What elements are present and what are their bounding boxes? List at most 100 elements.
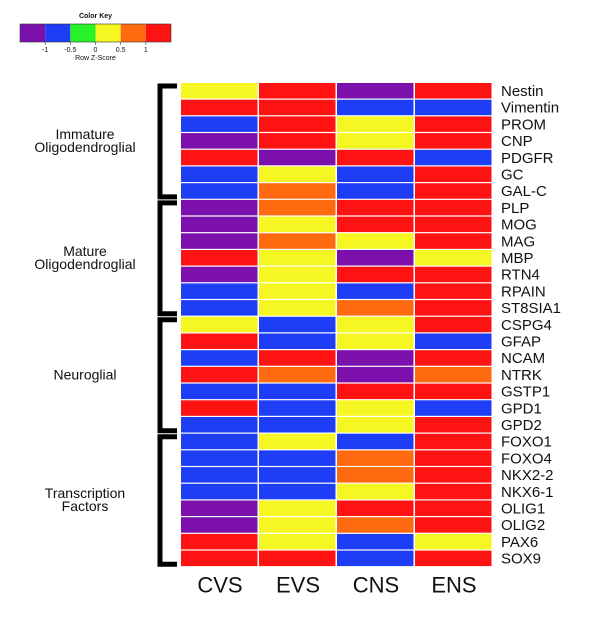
heatmap-cell-gfap-ens — [415, 333, 492, 349]
heatmap-cell-prom-evs — [259, 116, 336, 132]
heatmap-cell-nkx6-1-evs — [259, 483, 336, 500]
gene-label-pdgfr: PDGFR — [501, 150, 554, 167]
heatmap-cell-rtn4-ens — [415, 266, 492, 283]
heatmap-cell-gc-cns — [337, 166, 414, 182]
color-key-swatch-2 — [45, 24, 71, 42]
heatmap-cell-mag-ens — [415, 233, 492, 249]
color-key-tick-label-5: 1 — [144, 47, 148, 54]
heatmap-cell-pdgfr-ens — [415, 149, 492, 166]
heatmap-cell-foxo4-ens — [415, 450, 492, 466]
heatmap-cell-nestin-cvs — [181, 83, 258, 99]
gene-label-prom: PROM — [501, 116, 546, 133]
heatmap-cell-pax6-cvs — [181, 533, 258, 550]
heatmap-cell-st8sia1-cns — [337, 300, 414, 316]
heatmap-cell-ntrk-ens — [415, 366, 492, 383]
heatmap-cell-nestin-ens — [415, 83, 492, 99]
gene-label-nkx2-2: NKX2-2 — [501, 467, 554, 484]
sample-label-cns: CNS — [353, 572, 399, 597]
heatmap-cells — [181, 83, 492, 567]
gene-label-ncam: NCAM — [501, 350, 545, 367]
group-label-2-line-2: Oligodendroglial — [34, 256, 135, 272]
heatmap-cell-mbp-ens — [415, 250, 492, 266]
heatmap-cell-olig1-cns — [337, 500, 414, 516]
heatmap-cell-gpd1-evs — [259, 400, 336, 416]
heatmap-cell-ntrk-cns — [337, 366, 414, 383]
heatmap-cell-vimentin-cns — [337, 99, 414, 116]
group-label-1-line-2: Oligodendroglial — [34, 139, 135, 155]
heatmap-cell-mag-cvs — [181, 233, 258, 249]
gene-label-foxo4: FOXO4 — [501, 450, 552, 467]
heatmap-cell-gal-c-cns — [337, 183, 414, 199]
color-key-swatch-4 — [95, 24, 121, 42]
heatmap-cell-plp-ens — [415, 199, 492, 216]
color-key-tick-label-3: 0 — [94, 47, 98, 54]
heatmap-cell-ntrk-cvs — [181, 366, 258, 383]
gene-label-cnp: CNP — [501, 133, 533, 150]
heatmap-cell-gpd1-cvs — [181, 400, 258, 416]
group-label-1-line-1: Immature — [55, 126, 114, 142]
heatmap-cell-pax6-evs — [259, 533, 336, 550]
color-key-swatches — [19, 23, 172, 43]
heatmap-cell-vimentin-ens — [415, 99, 492, 116]
heatmap-cell-prom-ens — [415, 116, 492, 132]
heatmap-cell-nkx2-2-cvs — [181, 467, 258, 483]
heatmap-cell-nkx6-1-cvs — [181, 483, 258, 500]
heatmap-cell-gal-c-evs — [259, 183, 336, 199]
heatmap-cell-cnp-evs — [259, 133, 336, 149]
gene-label-nestin: Nestin — [501, 83, 544, 100]
gene-label-gpd2: GPD2 — [501, 417, 542, 434]
gene-label-gc: GC — [501, 167, 524, 184]
gene-label-mbp: MBP — [501, 250, 534, 267]
gene-label-rtn4: RTN4 — [501, 267, 540, 284]
heatmap-cell-pax6-ens — [415, 533, 492, 550]
color-key-swatch-5 — [120, 24, 146, 42]
heatmap-cell-olig1-ens — [415, 500, 492, 516]
heatmap-cell-rtn4-evs — [259, 266, 336, 283]
heatmap-cell-cnp-cvs — [181, 133, 258, 149]
gene-label-pax6: PAX6 — [501, 534, 538, 551]
heatmap-cell-nkx2-2-cns — [337, 467, 414, 483]
gene-labels: NestinVimentinPROMCNPPDGFRGCGAL-CPLPMOGM… — [501, 83, 561, 568]
heatmap-cell-prom-cns — [337, 116, 414, 132]
heatmap-cell-gstp1-cvs — [181, 383, 258, 400]
heatmap-cell-ncam-cvs — [181, 350, 258, 366]
heatmap-cell-rtn4-cvs — [181, 266, 258, 283]
heatmap-cell-mag-evs — [259, 233, 336, 249]
heatmap-cell-ncam-evs — [259, 350, 336, 366]
heatmap-cell-cnp-ens — [415, 133, 492, 149]
heatmap-cell-nkx6-1-ens — [415, 483, 492, 500]
gene-label-olig2: OLIG2 — [501, 517, 545, 534]
heatmap-cell-foxo4-cvs — [181, 450, 258, 466]
heatmap-cell-plp-evs — [259, 199, 336, 216]
heatmap-cell-gfap-evs — [259, 333, 336, 349]
heatmap-cell-gstp1-cns — [337, 383, 414, 400]
group-bracket-4 — [157, 434, 177, 567]
heatmap-cell-st8sia1-cvs — [181, 300, 258, 316]
heatmap-cell-pax6-cns — [337, 533, 414, 550]
heatmap-cell-foxo1-cvs — [181, 433, 258, 450]
heatmap-cell-mog-cns — [337, 216, 414, 233]
heatmap-cell-pdgfr-cvs — [181, 149, 258, 166]
heatmap-cell-rtn4-cns — [337, 266, 414, 283]
heatmap-cell-sox9-cns — [337, 550, 414, 567]
heatmap-cell-cnp-cns — [337, 133, 414, 149]
heatmap-cell-rpain-cvs — [181, 283, 258, 299]
heatmap-cell-mog-evs — [259, 216, 336, 233]
heatmap-cell-foxo1-cns — [337, 433, 414, 450]
gene-label-nkx6-1: NKX6-1 — [501, 484, 554, 501]
sample-labels: CVS EVS CNS ENS — [197, 572, 476, 597]
gene-label-gstp1: GSTP1 — [501, 384, 550, 401]
gene-label-mag: MAG — [501, 233, 535, 250]
heatmap-cell-vimentin-evs — [259, 99, 336, 116]
heatmap-cell-cspg4-cns — [337, 316, 414, 333]
heatmap-cell-vimentin-cvs — [181, 99, 258, 116]
gene-label-gpd1: GPD1 — [501, 400, 542, 417]
gene-label-olig1: OLIG1 — [501, 501, 545, 518]
sample-label-ens: ENS — [431, 572, 476, 597]
color-key-tick-label-2: -0.5 — [64, 47, 76, 54]
gene-label-plp: PLP — [501, 200, 529, 217]
heatmap-cell-olig2-cvs — [181, 517, 258, 533]
gene-label-gfap: GFAP — [501, 334, 541, 351]
heatmap-cell-gpd2-cvs — [181, 417, 258, 433]
heatmap-cell-gc-cvs — [181, 166, 258, 182]
